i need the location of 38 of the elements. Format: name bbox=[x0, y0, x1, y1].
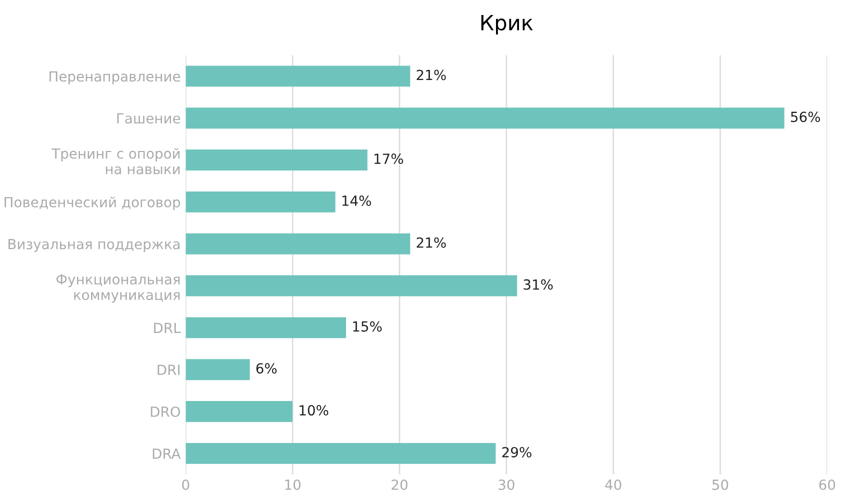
y-tick-label: Поведенческий договор bbox=[4, 196, 180, 210]
bar bbox=[186, 150, 368, 170]
data-label: 56% bbox=[790, 112, 820, 122]
data-label: 6% bbox=[256, 363, 277, 374]
y-tick-label: DRO bbox=[150, 406, 180, 417]
bar bbox=[186, 233, 410, 254]
x-tick-label: 10 bbox=[285, 479, 300, 490]
data-label: 21% bbox=[416, 70, 446, 80]
x-tick-label: 30 bbox=[498, 479, 514, 490]
y-tick-label: Гашение bbox=[117, 113, 180, 124]
bar bbox=[186, 401, 293, 422]
bar bbox=[186, 191, 336, 212]
data-label: 21% bbox=[416, 237, 446, 248]
data-label: 14% bbox=[342, 195, 372, 206]
bar bbox=[186, 108, 784, 129]
data-label: 29% bbox=[502, 446, 532, 458]
chart-title: Крик bbox=[481, 15, 533, 35]
x-tick-label: 50 bbox=[712, 479, 728, 490]
y-tick-label: DRA bbox=[152, 448, 181, 459]
x-tick-label: 20 bbox=[392, 479, 408, 490]
y-tick-label: Визуальная поддержка bbox=[8, 238, 180, 252]
bar bbox=[186, 317, 346, 338]
y-tick-label: Тренинг с опорой на навыки bbox=[52, 148, 180, 174]
y-tick-label: Функциональная коммуникация bbox=[56, 274, 180, 303]
x-tick-label: 0 bbox=[182, 479, 190, 490]
data-label: 15% bbox=[353, 321, 382, 332]
x-tick-label: 40 bbox=[605, 479, 622, 490]
bar bbox=[186, 66, 410, 87]
data-label: 10% bbox=[300, 405, 328, 416]
x-tick-label: 60 bbox=[819, 479, 836, 490]
data-label: 31% bbox=[524, 279, 553, 290]
bar bbox=[186, 442, 496, 464]
y-tick-label: DRI bbox=[158, 364, 180, 375]
bar bbox=[186, 359, 250, 380]
bar bbox=[186, 275, 518, 296]
y-tick-label: Перенаправление bbox=[50, 71, 180, 84]
data-label: 17% bbox=[374, 154, 404, 164]
y-tick-label: DRL bbox=[154, 322, 181, 333]
